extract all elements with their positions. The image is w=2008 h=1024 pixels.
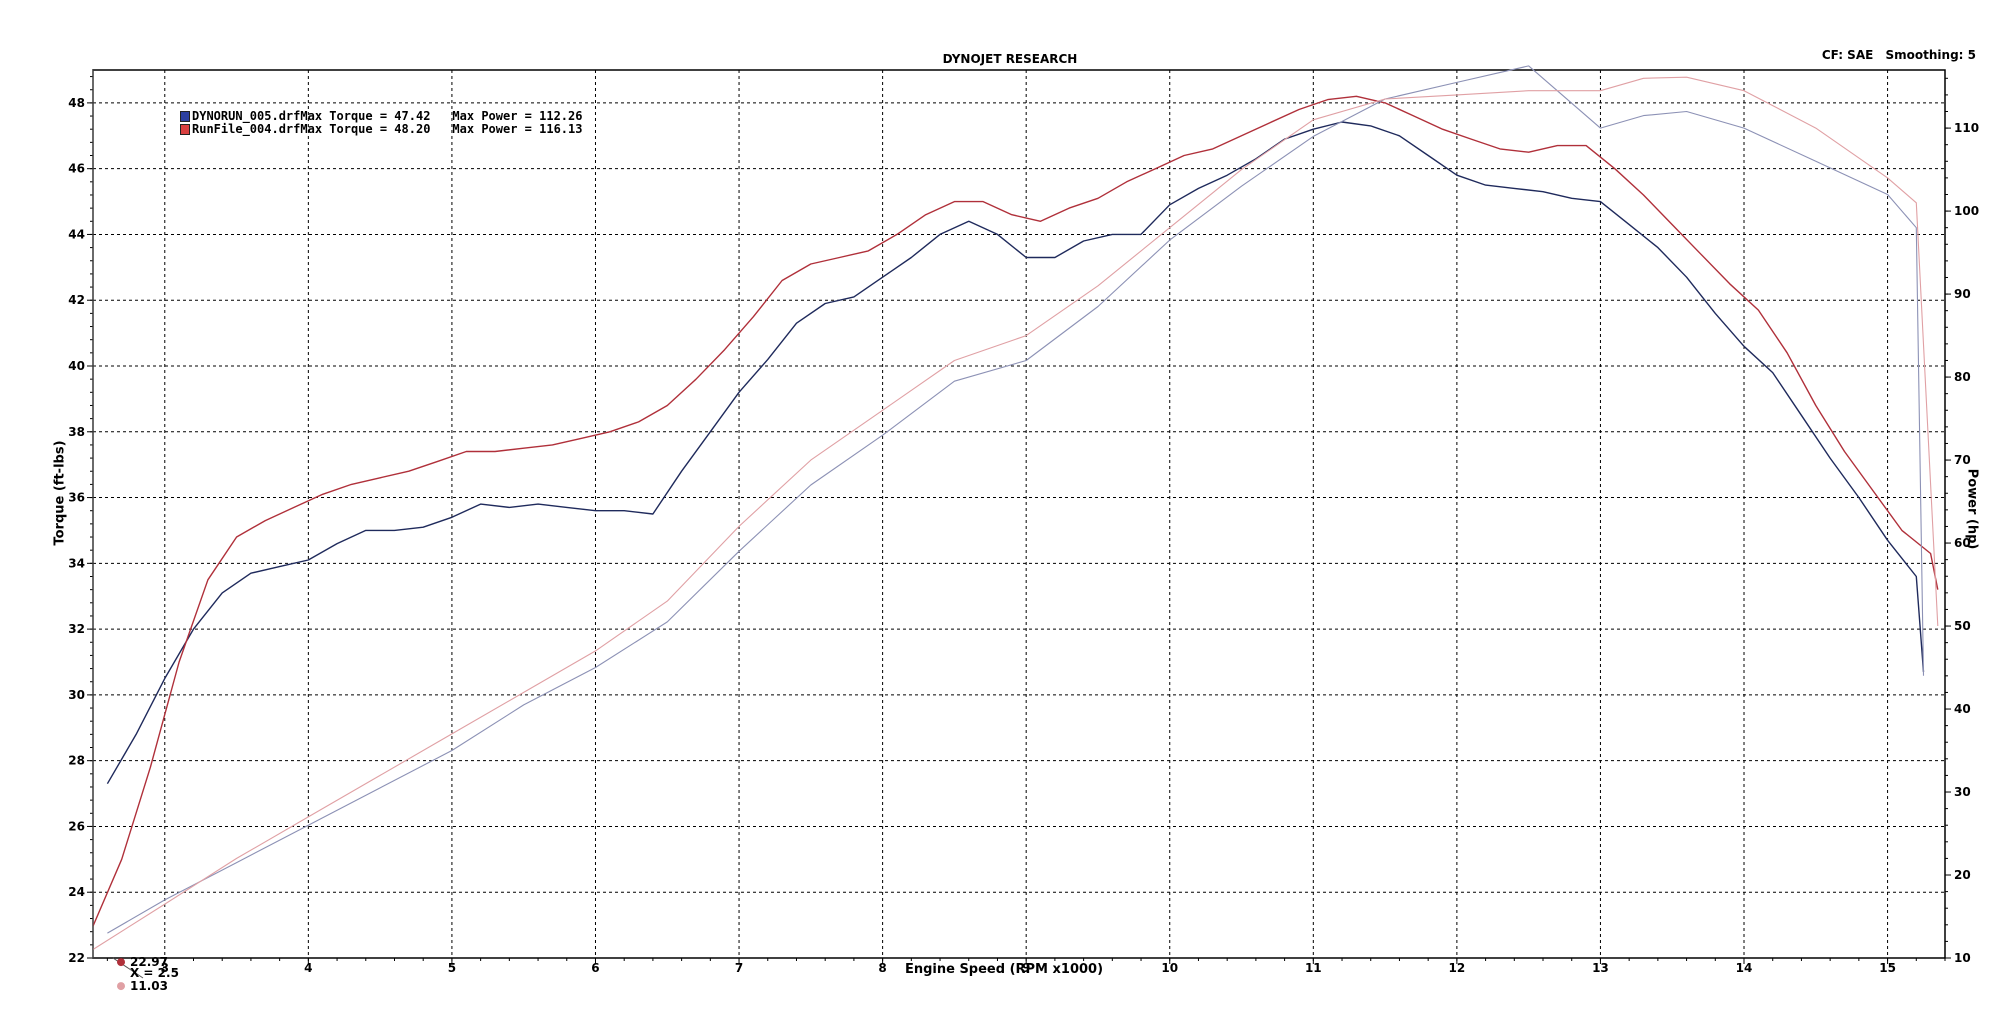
- chart-settings: CF: SAE Smoothing: 5: [1814, 48, 1976, 62]
- chart-title: DYNOJET RESEARCH: [942, 52, 1078, 66]
- legend-power-run2: Max Power = 116.13: [452, 122, 583, 136]
- series-line-torque-run1: [106, 121, 1925, 785]
- y-right-tick-label: 80: [1954, 370, 1971, 384]
- series-line-power-run1: [107, 65, 1925, 934]
- x-tick-label: 10: [1161, 961, 1178, 975]
- plot-area: [92, 69, 1946, 959]
- y-left-tick-label: 34: [68, 556, 85, 570]
- x-tick-label: 11: [1305, 961, 1322, 975]
- y-left-tick-label: 40: [68, 359, 85, 373]
- x-tick-label: 12: [1449, 961, 1466, 975]
- legend-entry-run2[interactable]: RunFile_004.drf Max Torque = 48.20 Max P…: [180, 123, 582, 136]
- y-right-tick-label: 70: [1954, 453, 1971, 467]
- legend-entry-run1[interactable]: DYNORUN_005.drf Max Torque = 47.42 Max P…: [180, 110, 582, 123]
- y-axis-right-label: Power (hp): [1964, 468, 1980, 550]
- y-right-tick-label: 60: [1954, 536, 1971, 550]
- legend-swatch-run1: [180, 111, 190, 122]
- y-left-tick-label: 48: [68, 96, 85, 110]
- x-tick-label: 13: [1592, 961, 1609, 975]
- legend-power-run1: Max Power = 112.26: [452, 109, 583, 123]
- cursor-power-value: 11.03: [130, 979, 168, 993]
- x-tick-label: 9: [1022, 961, 1030, 975]
- x-tick-label: 4: [304, 961, 312, 975]
- y-right-tick-label: 10: [1954, 951, 1971, 965]
- series-lines: [92, 65, 1939, 950]
- cursor-torque-value: 22.97: [130, 955, 168, 969]
- y-right-tick-label: 20: [1954, 868, 1971, 882]
- y-right-tick-label: 30: [1954, 785, 1971, 799]
- y-left-tick-label: 26: [68, 819, 85, 833]
- x-tick-label: 8: [878, 961, 886, 975]
- x-tick-label: 3: [161, 961, 169, 975]
- cursor-readout[interactable]: 22.97 11.03: [92, 70, 168, 993]
- y-left-tick-label: 30: [68, 688, 85, 702]
- grid-lines: [93, 70, 1945, 958]
- legend-file-run2: RunFile_004.drf: [192, 122, 301, 136]
- y-right-tick-label: 50: [1954, 619, 1971, 633]
- y-left-tick-label: 46: [68, 162, 85, 176]
- y-left-tick-label: 44: [68, 227, 85, 241]
- y-right-tick-label: 110: [1954, 121, 1979, 135]
- y-left-tick-label: 24: [68, 885, 85, 899]
- y-left-tick-label: 22: [68, 951, 85, 965]
- x-tick-label: 7: [735, 961, 743, 975]
- y-right-tick-label: 100: [1954, 204, 1979, 218]
- axis-ticks: 3 4 5 6 7 8 9 10 11 12 13 14 15222426283032343638404…: [68, 76, 1979, 975]
- chart-legend: DYNORUN_005.drf Max Torque = 47.42 Max P…: [180, 110, 582, 136]
- y-axis-left-label: Torque (ft-lbs): [52, 440, 68, 546]
- correction-factor: CF: SAE: [1821, 48, 1874, 62]
- y-left-tick-label: 32: [68, 622, 85, 636]
- cursor-power-marker: [117, 982, 125, 991]
- y-left-tick-label: 36: [68, 491, 85, 505]
- x-tick-label: 14: [1736, 961, 1753, 975]
- x-tick-label: 5: [448, 961, 456, 975]
- y-right-tick-label: 90: [1954, 287, 1971, 301]
- cursor-x-readout: X = 2.5: [130, 966, 179, 980]
- x-tick-label: 15: [1879, 961, 1896, 975]
- smoothing-level: Smoothing: 5: [1885, 48, 1977, 62]
- y-right-tick-label: 40: [1954, 702, 1971, 716]
- x-tick-label: 6: [591, 961, 599, 975]
- series-line-torque-run2: [92, 95, 1939, 927]
- y-left-tick-label: 28: [68, 754, 85, 768]
- legend-torque-run1: Max Torque = 47.42: [300, 109, 431, 123]
- y-left-tick-label: 42: [68, 293, 85, 307]
- cursor-torque-marker: [117, 958, 125, 967]
- legend-torque-run2: Max Torque = 48.20: [300, 122, 431, 136]
- legend-file-run1: DYNORUN_005.drf: [192, 109, 301, 123]
- x-axis-label: Engine Speed (RPM x1000): [904, 962, 1104, 977]
- series-line-power-run2: [92, 76, 1939, 950]
- legend-swatch-run2: [180, 124, 190, 135]
- y-left-tick-label: 38: [68, 425, 85, 439]
